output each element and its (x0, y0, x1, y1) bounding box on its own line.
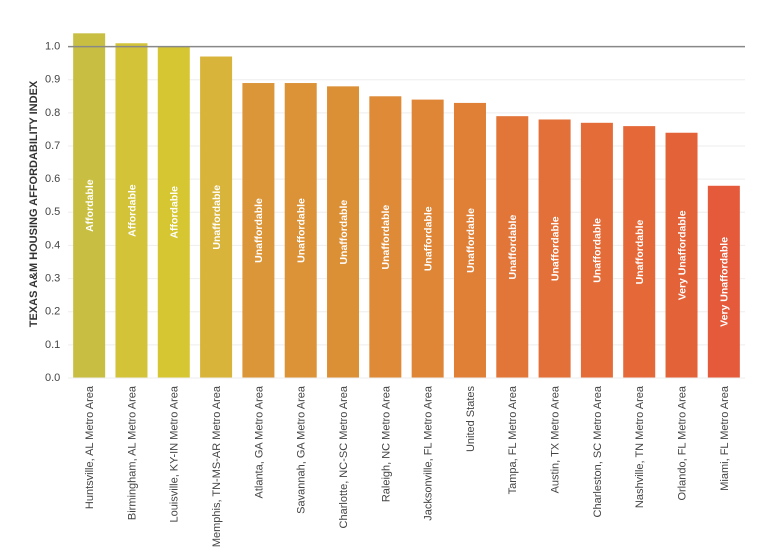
bar (665, 132, 698, 378)
x-tick-label: Memphis, TN-MS-AR Metro Area (211, 385, 223, 547)
bar (580, 122, 613, 378)
x-tick-label: Birmingham, AL Metro Area (126, 385, 138, 520)
bar-label: Unaffordable (380, 205, 392, 270)
x-tick-label: Huntsville, AL Metro Area (84, 385, 96, 509)
bar (327, 86, 360, 378)
y-tick-label: 0.6 (45, 173, 60, 185)
bar (242, 83, 275, 379)
y-tick-label: 0.8 (45, 107, 60, 119)
bar (157, 46, 190, 378)
bar-label: Unaffordable (592, 218, 604, 283)
bar-label: Unaffordable (634, 220, 646, 285)
bar-label: Unaffordable (465, 208, 477, 273)
bar (115, 43, 148, 378)
x-tick-label: Nashville, TN Metro Area (634, 385, 646, 508)
x-tick-label: Savannah, GA Metro Area (296, 385, 308, 514)
x-tick-label: Austin, TX Metro Area (550, 385, 562, 493)
x-tick-label: Raleigh, NC Metro Area (380, 385, 392, 502)
bar (284, 83, 317, 379)
bar (453, 102, 486, 379)
bar-label: Unaffordable (296, 198, 308, 263)
x-tick-label: Atlanta, GA Metro Area (253, 385, 265, 498)
x-tick-label: Charleston, SC Metro Area (592, 385, 604, 517)
bar-label: Affordable (126, 184, 138, 237)
bar-label: Unaffordable (549, 216, 561, 281)
bar-label: Affordable (84, 179, 96, 232)
y-tick-label: 0.3 (45, 272, 60, 284)
bar-label: Unaffordable (338, 200, 350, 265)
bar-label: Unaffordable (507, 215, 519, 280)
x-tick-label: Orlando, FL Metro Area (676, 385, 688, 500)
bar (496, 116, 529, 379)
y-tick-label: 0.0 (45, 372, 60, 384)
y-tick-label: 0.7 (45, 140, 60, 152)
bar-label: Very Unaffordable (719, 237, 731, 327)
y-tick-label: 0.9 (45, 74, 60, 86)
y-tick-label: 0.1 (45, 339, 60, 351)
bar-label: Unaffordable (422, 206, 434, 271)
x-tick-label: United States (465, 386, 477, 453)
x-tick-label: Charlotte, NC-SC Metro Area (338, 385, 350, 528)
bar (538, 119, 571, 378)
bar (73, 33, 106, 379)
bar (411, 99, 444, 378)
y-tick-label: 1.0 (45, 40, 60, 52)
bar (707, 185, 740, 378)
bar-label: Unaffordable (253, 198, 265, 263)
x-tick-label: Jacksonville, FL Metro Area (423, 385, 435, 521)
bar (369, 96, 402, 379)
x-tick-label: Miami, FL Metro Area (719, 385, 731, 491)
x-tick-label: Tampa, FL Metro Area (507, 385, 519, 494)
bar (623, 126, 656, 378)
y-tick-label: 0.4 (45, 239, 60, 251)
y-tick-label: 0.5 (45, 206, 60, 218)
y-axis-title: TEXAS A&M HOUSING AFFORDABILITY INDEX (28, 80, 40, 327)
bar (200, 56, 233, 379)
x-tick-label: Louisville, KY-IN Metro Area (169, 385, 181, 522)
bar-label: Very Unaffordable (676, 210, 688, 300)
bar-label: Unaffordable (211, 185, 223, 250)
bar-label: Affordable (169, 186, 181, 239)
y-tick-label: 0.2 (45, 306, 60, 318)
